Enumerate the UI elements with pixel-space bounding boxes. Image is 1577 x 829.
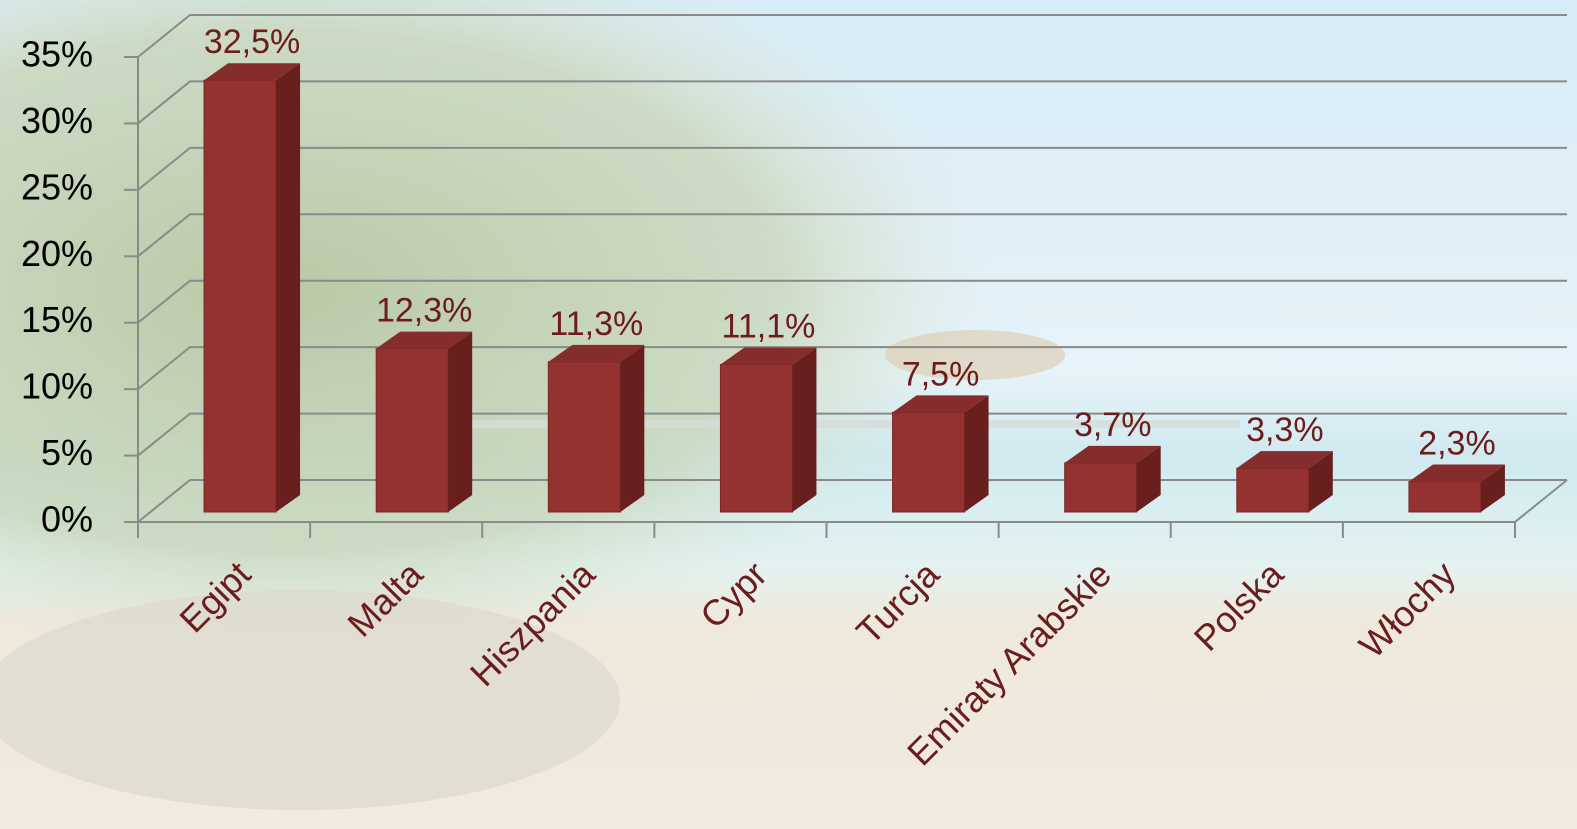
y-tick-label: 20% <box>21 233 93 274</box>
bar <box>547 344 645 513</box>
bar-front <box>203 79 277 513</box>
value-label: 7,5% <box>902 355 980 393</box>
bar <box>719 347 817 513</box>
bar-top <box>548 344 645 362</box>
grid-line <box>137 346 1567 390</box>
grid-line <box>137 146 1567 191</box>
y-tick-label: 5% <box>41 432 93 473</box>
bar-front <box>1064 462 1138 513</box>
y-tick-label: 10% <box>21 366 93 407</box>
y-tick-label: 15% <box>21 299 93 340</box>
bar-front <box>719 364 793 513</box>
bar-top <box>1408 464 1505 482</box>
bar-front <box>375 348 449 513</box>
grid-line <box>137 412 1567 457</box>
bar-top <box>1236 451 1333 469</box>
bar-side <box>964 395 989 512</box>
bar-side <box>1136 445 1161 512</box>
bar-top <box>204 63 301 81</box>
bar-top <box>720 347 817 365</box>
value-label: 2,3% <box>1418 424 1496 462</box>
bar <box>203 63 301 513</box>
bar-top <box>376 331 473 349</box>
bar-side <box>792 347 817 512</box>
bar <box>1064 445 1161 513</box>
bar-top <box>1064 445 1161 463</box>
bar-side <box>1308 451 1333 512</box>
bar-side <box>276 63 301 512</box>
y-tick-label: 25% <box>21 166 93 207</box>
value-label: 3,3% <box>1246 411 1324 449</box>
value-label: 12,3% <box>376 292 472 330</box>
bar-side <box>620 344 645 512</box>
grid-line <box>137 213 1567 258</box>
bar-top <box>892 395 989 413</box>
y-tick-label: 30% <box>21 100 93 141</box>
bar <box>1408 464 1505 513</box>
value-label: 3,7% <box>1074 406 1152 444</box>
value-label: 32,5% <box>204 23 300 61</box>
y-tick-label: 0% <box>41 499 93 540</box>
bar <box>375 331 473 513</box>
bar-front <box>892 411 966 513</box>
grid-line <box>137 80 1567 125</box>
grid-line <box>137 14 1567 58</box>
bar-front <box>1236 467 1310 513</box>
y-tick-label: 35% <box>21 34 93 75</box>
value-label: 11,3% <box>549 305 643 343</box>
bar-front <box>547 361 621 513</box>
bar <box>892 395 989 513</box>
bar-front <box>1408 480 1482 513</box>
bar-side <box>448 331 473 512</box>
bar-side <box>1480 464 1505 512</box>
grid-line <box>137 279 1567 324</box>
value-label: 11,1% <box>721 308 815 346</box>
bar <box>1236 451 1333 513</box>
